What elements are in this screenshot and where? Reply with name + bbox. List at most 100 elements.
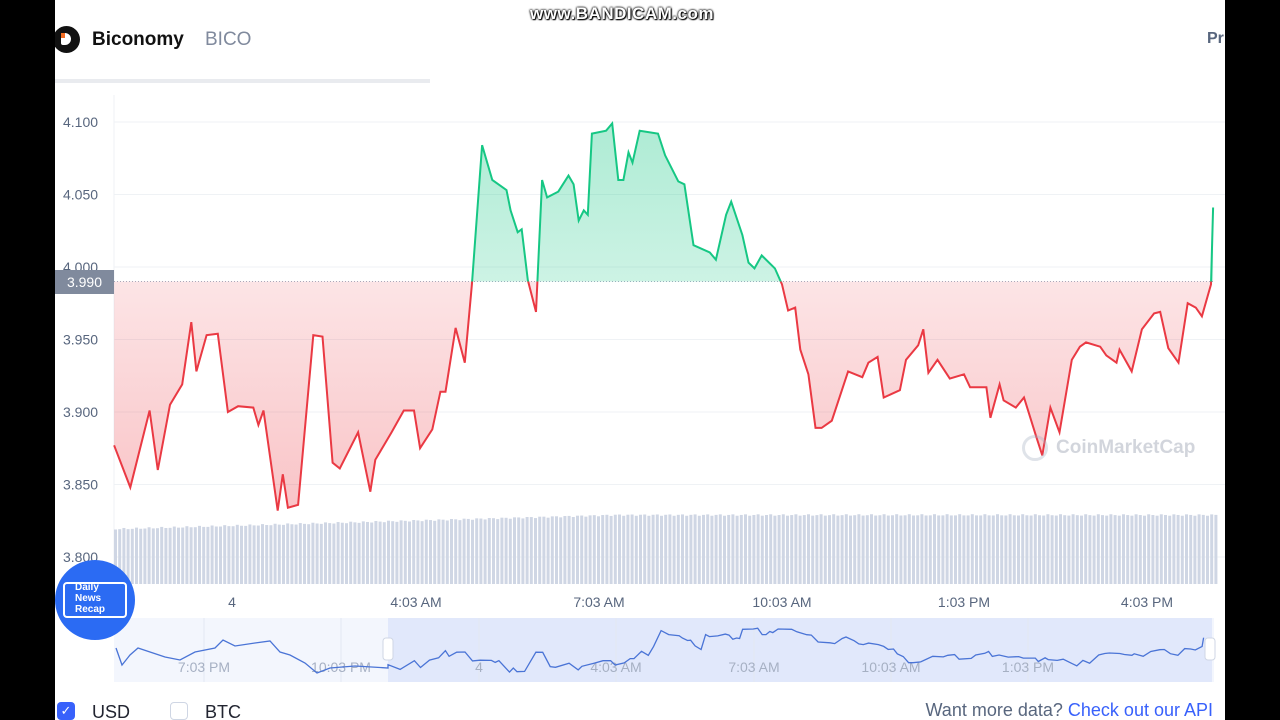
- volume-bar: [693, 514, 697, 584]
- y-tick-label: 3.850: [63, 477, 98, 493]
- volume-bar: [626, 514, 630, 584]
- volume-bar: [118, 529, 122, 584]
- volume-bar: [1084, 514, 1088, 584]
- volume-bar: [214, 526, 218, 584]
- volume-bar: [807, 514, 810, 584]
- volume-bar: [727, 514, 731, 584]
- volume-bar: [903, 515, 907, 584]
- volume-bar: [685, 515, 689, 584]
- volume-bar: [1004, 515, 1008, 584]
- navigator[interactable]: 7:03 PM 10:03 PM 4 4:03 AM 7:03 AM 10:03 AM 1:…: [114, 618, 1216, 682]
- volume-bar: [550, 516, 554, 584]
- x-tick-label: 4: [228, 594, 236, 610]
- volume-bar: [538, 516, 542, 584]
- volume-bar: [1017, 515, 1020, 584]
- volume-bar: [966, 515, 970, 584]
- area-below-baseline: [114, 281, 1214, 511]
- volume-bar: [643, 514, 647, 584]
- volume-bar: [962, 515, 966, 584]
- volume-bar: [252, 525, 256, 584]
- navigator-handle[interactable]: [1204, 637, 1216, 661]
- volume-bar: [1080, 515, 1083, 584]
- x-tick-label: 1:03 PM: [938, 594, 990, 610]
- volume-bar: [949, 515, 953, 584]
- volume-bar: [1155, 515, 1159, 584]
- volume-bar: [420, 521, 424, 584]
- volume-bar: [676, 514, 680, 584]
- volume-bar: [445, 520, 449, 584]
- volume-bar: [1012, 515, 1016, 584]
- volume-bar: [475, 518, 479, 584]
- volume-bar: [748, 515, 752, 584]
- volume-bar: [924, 515, 928, 584]
- price-tab-partial[interactable]: Pr: [1207, 30, 1224, 47]
- volume-bar: [294, 524, 298, 584]
- volume-bar: [760, 515, 764, 584]
- volume-bars: [114, 514, 1218, 584]
- navigator-tick-label: 7:03 AM: [728, 659, 779, 675]
- volume-bar: [1071, 514, 1075, 584]
- volume-bar: [609, 515, 613, 584]
- volume-bar: [412, 520, 416, 584]
- y-tick-label: 4.100: [63, 114, 98, 130]
- volume-bar: [752, 514, 756, 584]
- volume-bar: [882, 514, 886, 584]
- volume-bar: [571, 516, 575, 584]
- volume-bar: [492, 518, 495, 584]
- volume-bar: [315, 523, 319, 584]
- btc-checkbox[interactable]: [170, 702, 188, 720]
- volume-bar: [790, 515, 794, 584]
- volume-bar: [794, 514, 798, 584]
- film-frame-icon: [63, 582, 127, 618]
- volume-bar: [954, 515, 957, 584]
- volume-bar: [1176, 514, 1180, 584]
- volume-bar: [567, 515, 571, 584]
- volume-bar: [361, 521, 365, 584]
- volume-bar: [1109, 514, 1113, 584]
- navigator-handle[interactable]: [382, 637, 394, 661]
- volume-bar: [970, 514, 974, 584]
- volume-bar: [958, 514, 962, 584]
- volume-bar: [937, 515, 941, 584]
- volume-bar: [756, 514, 760, 584]
- volume-bar: [387, 520, 390, 584]
- volume-bar: [769, 514, 773, 584]
- volume-bar: [1151, 515, 1155, 584]
- volume-bar: [240, 525, 243, 584]
- biconomy-logo-icon: [55, 26, 80, 53]
- volume-bar: [1117, 515, 1121, 584]
- price-line-up: [471, 120, 1215, 282]
- volume-bar: [336, 522, 340, 584]
- volume-bar: [601, 515, 605, 584]
- volume-bar: [471, 519, 474, 584]
- volume-bar: [1021, 514, 1025, 584]
- volume-bar: [857, 514, 861, 584]
- volume-bar: [223, 525, 227, 584]
- volume-bar: [647, 515, 651, 584]
- volume-bar: [277, 524, 281, 584]
- volume-bar: [1025, 515, 1029, 584]
- volume-bar: [1168, 515, 1172, 584]
- volume-bar: [399, 520, 403, 584]
- volume-bar: [865, 515, 869, 584]
- y-tick-label: 3.950: [63, 332, 98, 348]
- volume-bar: [248, 524, 252, 584]
- usd-label: USD: [92, 702, 131, 720]
- volume-bar: [933, 514, 936, 584]
- more-data-prompt: Want more data?: [925, 700, 1063, 720]
- api-link[interactable]: Check out our API: [1067, 700, 1213, 720]
- volume-bar: [878, 515, 882, 584]
- volume-bar: [664, 514, 668, 584]
- volume-bar: [265, 524, 269, 584]
- volume-bar: [1185, 514, 1188, 584]
- volume-bar: [731, 514, 735, 584]
- volume-bar: [714, 514, 718, 584]
- volume-bar: [832, 514, 836, 584]
- volume-bar: [307, 524, 311, 584]
- usd-checkbox[interactable]: ✓: [57, 702, 75, 720]
- volume-bar: [592, 515, 596, 584]
- volume-bar: [1138, 515, 1142, 584]
- volume-bar: [1054, 515, 1058, 584]
